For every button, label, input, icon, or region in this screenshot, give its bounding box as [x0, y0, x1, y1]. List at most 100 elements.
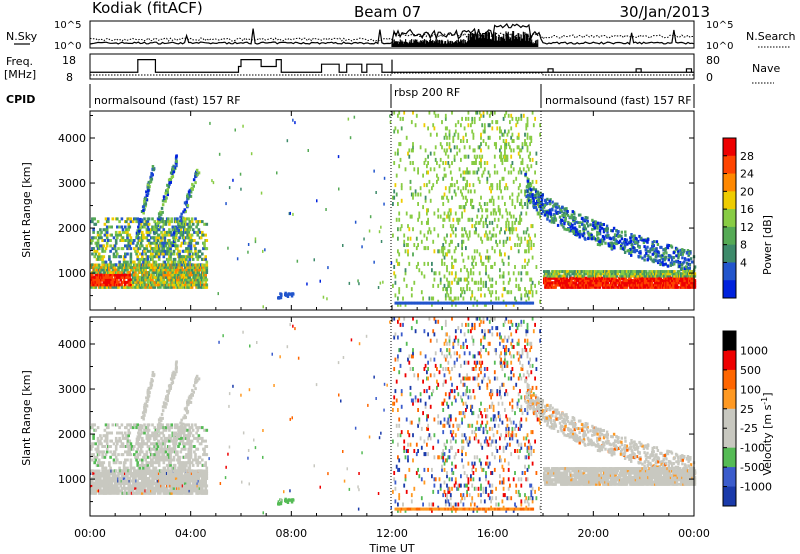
echo-cell — [598, 243, 602, 247]
echo-cell — [91, 239, 94, 242]
echo-cell — [93, 255, 96, 259]
echo-cell — [337, 155, 340, 159]
echo-cell — [527, 239, 530, 244]
echo-cell — [172, 283, 176, 287]
echo-cell — [129, 220, 133, 224]
echo-cell — [105, 244, 109, 248]
echo-cell — [114, 255, 118, 259]
echo-cell — [453, 277, 456, 282]
echo-cell — [589, 285, 592, 289]
echo-cell — [516, 301, 519, 305]
echo-cell — [155, 241, 159, 245]
echo-cell — [195, 168, 199, 172]
echo-cell — [497, 208, 500, 213]
echo-cell — [539, 195, 543, 198]
echo-cell — [583, 226, 586, 230]
echo-cell — [188, 233, 192, 237]
echo-cell — [521, 205, 524, 210]
echo-cell — [516, 233, 519, 238]
echo-cell — [141, 239, 144, 242]
echo-cell — [307, 149, 309, 152]
echo-cell — [521, 161, 524, 165]
echo-cell — [589, 236, 592, 240]
echo-cell — [515, 176, 518, 181]
echo-cell — [190, 217, 194, 221]
echo-cell — [144, 268, 147, 272]
echo-cell — [148, 185, 151, 188]
echo-cell — [211, 179, 213, 183]
echo-cell — [550, 283, 554, 287]
echo-cell — [551, 208, 554, 212]
echo-cell — [149, 179, 153, 183]
echo-cell — [467, 170, 470, 175]
echo-cell — [458, 167, 461, 172]
echo-cell — [357, 279, 359, 283]
echo-cell — [566, 285, 570, 289]
echo-cell — [161, 210, 164, 214]
echo-cell — [433, 249, 436, 254]
echo-cell — [535, 179, 538, 184]
echo-cell — [100, 436, 103, 440]
echo-cell — [644, 248, 648, 252]
echo-cell — [592, 224, 595, 227]
echo-cell — [403, 110, 406, 115]
echo-cell — [182, 216, 185, 220]
echo-cell — [558, 215, 562, 219]
echo-cell — [436, 173, 438, 178]
echo-cell — [136, 249, 139, 253]
echo-cell — [179, 244, 183, 248]
echo-cell — [99, 257, 102, 261]
echo-cell — [486, 301, 489, 305]
echo-cell — [205, 268, 209, 272]
echo-cell — [173, 241, 177, 245]
echo-cell — [103, 477, 107, 480]
echo-cell — [400, 186, 403, 191]
echo-cell — [105, 228, 109, 232]
echo-cell — [691, 281, 694, 285]
echo-cell — [451, 239, 453, 244]
echo-cell — [164, 222, 168, 226]
echo-cell — [477, 208, 480, 213]
echo-cell — [619, 245, 623, 248]
echo-cell — [114, 455, 118, 459]
echo-cell — [121, 436, 125, 440]
echo-cell — [524, 139, 526, 143]
echo-cell — [531, 290, 534, 295]
echo-cell — [678, 264, 681, 268]
echo-cell — [520, 277, 523, 282]
echo-cell — [148, 244, 152, 248]
echo-cell — [134, 266, 137, 269]
echo-cell — [438, 301, 441, 305]
echo-cell — [563, 214, 567, 217]
echo-cell — [96, 439, 100, 443]
echo-cell — [154, 222, 158, 226]
echo-cell — [637, 281, 640, 285]
echo-cell — [632, 246, 635, 250]
echo-cell — [201, 252, 204, 256]
echo-cell — [684, 276, 688, 280]
echo-cell — [163, 239, 167, 242]
echo-cell — [142, 209, 145, 212]
echo-cell — [480, 135, 482, 140]
echo-cell — [437, 233, 440, 238]
echo-cell — [395, 217, 398, 222]
echo-cell — [167, 263, 170, 267]
echo-cell — [504, 151, 506, 156]
echo-cell — [104, 486, 108, 490]
echo-cell — [189, 247, 193, 251]
echo-cell — [512, 167, 515, 172]
echo-cell — [420, 220, 423, 225]
echo-cell — [190, 233, 194, 237]
echo-cell — [394, 151, 397, 156]
echo-cell — [480, 195, 482, 200]
echo-cell — [575, 276, 579, 280]
echo-cell — [96, 230, 100, 234]
echo-cell — [161, 241, 164, 245]
echo-cell — [427, 154, 429, 159]
echo-cell — [485, 268, 487, 273]
echo-cell — [517, 192, 520, 197]
echo-cell — [126, 453, 129, 457]
echo-cell — [104, 481, 108, 485]
echo-cell — [493, 154, 496, 159]
echo-cell — [444, 113, 447, 118]
